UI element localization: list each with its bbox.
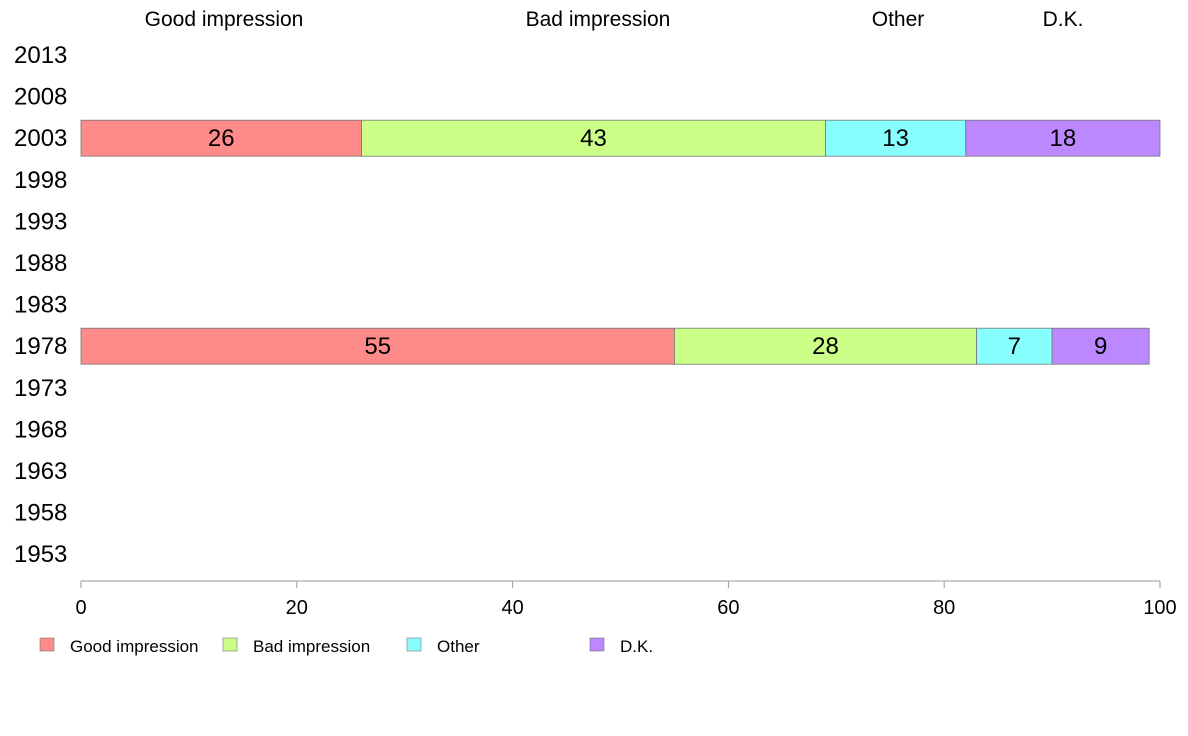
data-label: 7 — [1008, 333, 1021, 360]
y-tick-label: 1953 — [14, 541, 67, 568]
y-tick-label: 1998 — [14, 167, 67, 194]
x-tick-label: 20 — [286, 597, 308, 619]
bar-segment — [965, 119, 1161, 157]
y-tick-label: 1983 — [14, 292, 67, 319]
x-tick-label: 80 — [933, 597, 955, 619]
bar-segment — [80, 119, 362, 157]
legend-label: Other — [437, 637, 480, 656]
bar-segment — [976, 327, 1053, 365]
bar-segment — [1051, 327, 1150, 365]
y-tick-label: 1958 — [14, 500, 67, 527]
y-tick-label: 1978 — [14, 333, 67, 360]
legend-label: D.K. — [620, 637, 653, 656]
x-tick-label: 40 — [501, 597, 523, 619]
legend-swatch — [222, 637, 238, 652]
data-label: 43 — [580, 125, 607, 152]
data-label: 55 — [364, 333, 391, 360]
bar-segment — [80, 327, 675, 365]
data-label: 18 — [1050, 125, 1077, 152]
x-tick-label: 60 — [717, 597, 739, 619]
column-header: Good impression — [145, 8, 304, 31]
y-tick-label: 1963 — [14, 458, 67, 485]
y-tick-label: 2003 — [14, 125, 67, 152]
data-label: 26 — [208, 125, 235, 152]
data-label: 28 — [812, 333, 839, 360]
column-header: Bad impression — [526, 8, 671, 31]
y-tick-label: 2008 — [14, 84, 67, 111]
legend-label: Good impression — [70, 637, 199, 656]
x-tick-label: 0 — [75, 597, 86, 619]
legend-swatch — [589, 637, 605, 652]
column-header: D.K. — [1043, 8, 1084, 31]
y-tick-label: 1973 — [14, 375, 67, 402]
bar-segment — [361, 119, 826, 157]
x-tick-label: 100 — [1143, 597, 1176, 619]
legend-swatch — [406, 637, 422, 652]
y-tick-label: 1988 — [14, 250, 67, 277]
legend-label: Bad impression — [253, 637, 370, 656]
y-tick-label: 1968 — [14, 416, 67, 443]
bar-segment — [825, 119, 967, 157]
data-label: 9 — [1094, 333, 1107, 360]
y-tick-label: 1993 — [14, 208, 67, 235]
y-tick-label: 2013 — [14, 42, 67, 69]
data-label: 13 — [882, 125, 909, 152]
column-header: Other — [872, 8, 925, 31]
legend-swatch — [39, 637, 55, 652]
bar-segment — [674, 327, 977, 365]
